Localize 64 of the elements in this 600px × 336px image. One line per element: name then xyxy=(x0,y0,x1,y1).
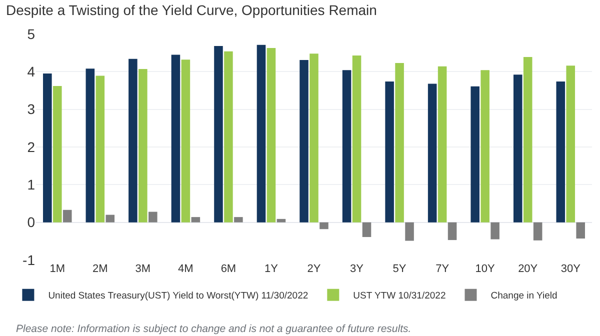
bar xyxy=(310,54,318,222)
bar xyxy=(385,81,394,222)
bar xyxy=(224,51,233,222)
x-tick-label: 10Y xyxy=(475,263,496,275)
legend-label: Change in Yield xyxy=(490,290,558,302)
y-tick-label: -1 xyxy=(22,252,36,268)
x-tick-label: 4M xyxy=(178,263,194,275)
bar xyxy=(214,46,223,222)
legend-label: United States Treasury(UST) Yield to Worst(YTW) 11/30/2022 xyxy=(48,290,308,302)
bar xyxy=(566,66,576,222)
bar xyxy=(448,222,457,240)
y-tick-label: 3 xyxy=(27,101,36,118)
bar xyxy=(480,70,490,222)
y-tick-label: 4 xyxy=(27,64,36,80)
x-tick-label: 1Y xyxy=(264,263,279,275)
bar xyxy=(395,63,404,222)
x-tick-label: 1M xyxy=(50,263,66,275)
bar xyxy=(138,69,148,222)
bar xyxy=(43,74,52,222)
y-tick-label: 2 xyxy=(27,138,36,155)
x-tick-label: 30Y xyxy=(560,263,582,275)
bar xyxy=(191,217,200,222)
text: Please note: Information is subject to change and is not a guarantee of future results. xyxy=(16,323,412,335)
bar xyxy=(470,86,480,222)
bar xyxy=(276,218,286,222)
bar xyxy=(362,222,372,238)
bar xyxy=(171,54,180,222)
x-tick-label: 3M xyxy=(135,263,151,275)
x-tick-label: 6M xyxy=(220,263,236,275)
bar xyxy=(438,66,447,222)
x-tick-label: 20Y xyxy=(518,263,538,275)
bar xyxy=(513,74,522,222)
y-tick-label: 1 xyxy=(27,176,36,193)
bar xyxy=(428,84,437,222)
bar xyxy=(556,81,566,222)
bar xyxy=(62,210,72,222)
bar xyxy=(320,222,328,230)
bar xyxy=(300,60,308,222)
bar xyxy=(128,58,138,222)
y-tick-label: 0 xyxy=(27,214,36,230)
chart-title: Despite a Twisting of the Yield Curve, Opportunities Remain xyxy=(6,2,377,18)
bar xyxy=(533,222,542,240)
x-tick-label: 2M xyxy=(92,263,108,275)
bar xyxy=(266,48,276,222)
y-tick-label: 5 xyxy=(27,26,36,42)
bar xyxy=(234,217,243,222)
bar xyxy=(342,70,352,222)
legend-label: UST YTW 10/31/2022 xyxy=(353,290,446,302)
x-tick-label: 2Y xyxy=(307,263,322,275)
bar xyxy=(523,56,532,222)
bar xyxy=(576,222,585,239)
bar xyxy=(106,214,115,222)
bar xyxy=(352,55,362,222)
x-tick-label: 7Y xyxy=(436,263,450,275)
bar xyxy=(96,76,105,222)
bar xyxy=(490,222,500,240)
x-tick-label: 5Y xyxy=(392,263,407,275)
bar xyxy=(405,222,414,241)
x-tick-label: 3Y xyxy=(350,263,364,275)
bar xyxy=(181,60,190,222)
bar xyxy=(256,44,266,222)
bar xyxy=(148,212,158,222)
bar xyxy=(86,68,95,222)
bar xyxy=(52,86,62,222)
